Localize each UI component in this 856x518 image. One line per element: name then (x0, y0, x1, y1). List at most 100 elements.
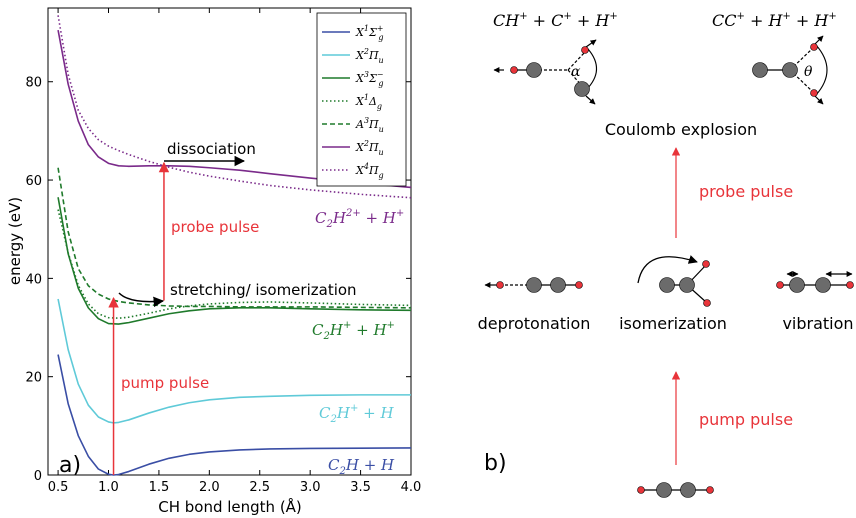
deprotonation-label: deprotonation (478, 314, 591, 333)
carbon-atom (752, 62, 768, 78)
y-tick-label: 20 (25, 371, 42, 386)
legend-label: X3Σ− g (355, 70, 384, 88)
series-line-6 (57, 15, 412, 199)
series-line-2 (57, 197, 412, 325)
fragment-arrow (585, 39, 597, 48)
molecule-channel-left: α (493, 39, 598, 105)
hydrogen-atom (575, 281, 583, 289)
label-c2h-h: C2H + H (328, 456, 395, 477)
y-tick-label: 80 (25, 76, 42, 91)
x-axis-title-main: CH bond length (Å) (158, 497, 302, 516)
carbon-atom (679, 277, 695, 293)
series-line-1 (57, 298, 411, 424)
molecule-channel-right: θ (752, 35, 828, 105)
hydrogen-atom (810, 89, 818, 97)
y-tick-label: 60 (25, 174, 42, 189)
legend-item: X4Πg (322, 162, 384, 180)
fragment-arrow (814, 95, 824, 105)
hydrogen-atom (637, 486, 645, 494)
panel-b-label: b) (484, 451, 507, 476)
stretching-arrow (118, 292, 165, 308)
hydrogen-atom (496, 281, 504, 289)
isomerization-label: isomerization (619, 314, 727, 333)
hydrogen-atom (703, 299, 711, 307)
legend-label: X1Δg (355, 93, 382, 111)
legend-item: X3Σ− g (322, 70, 384, 88)
hydrogen-atom (581, 46, 589, 54)
molecule-ground-state (637, 482, 714, 498)
x-tick-label: 3.0 (300, 480, 321, 495)
x-tick-label: 1.5 (149, 480, 170, 495)
series-line-4 (57, 167, 412, 309)
hydrogen-atom (776, 281, 784, 289)
x-tick-label: 2.5 (249, 480, 270, 495)
legend: X1Σ+ g X2Πu X3Σ− g X1Δg A3Πu (316, 12, 407, 187)
carbon-atom (659, 277, 675, 293)
y-tick-label: 0 (34, 469, 42, 484)
legend-box (316, 12, 407, 187)
carbon-atom (815, 277, 831, 293)
axis-ticks: 0.5 1.0 1.5 2.0 2.5 3.0 3.5 4.0 0 20 40 60 80 (25, 8, 421, 495)
panel-b-schematic: CH+ + C+ + H+ CC+ + H+ + H+ α (478, 11, 854, 498)
vibration-label: vibration (782, 314, 853, 333)
legend-item: X2Πu (322, 47, 384, 65)
x-tick-label: 2.0 (199, 480, 220, 495)
carbon-atom (656, 482, 672, 498)
label-c2hplus-h: C2H+ + H (319, 403, 394, 425)
series-layer (57, 15, 412, 476)
carbon-atom (574, 81, 590, 97)
x-axis-title: CH bond length (Å) (158, 497, 302, 516)
y-axis-title: energy (eV) (6, 197, 24, 285)
legend-item: A3Πu (322, 116, 384, 134)
fragment-arrow (585, 95, 596, 105)
series-line-3 (57, 209, 412, 319)
legend-label: A3Πu (355, 116, 384, 134)
annotation-stretching: stretching/ isomerization (170, 281, 357, 299)
series-line-5 (57, 29, 412, 189)
coulomb-explosion-label: Coulomb explosion (605, 120, 757, 139)
molecule-deprotonation (484, 277, 583, 293)
legend-item: X1Σ+ g (322, 24, 384, 42)
label-c2h2plus-hplus: C2H2+ + H+ (315, 208, 404, 230)
hydrogen-atom (706, 486, 714, 494)
carbon-atom (550, 277, 566, 293)
legend-label: X2Πu (355, 139, 384, 157)
annotation-probe-pulse: probe pulse (171, 218, 259, 236)
legend-item: X2Πu (322, 139, 384, 157)
annotation-dissociation: dissociation (167, 140, 256, 158)
hydrogen-atom (702, 260, 710, 268)
legend-items: X1Σ+ g X2Πu X3Σ− g X1Δg A3Πu (322, 24, 384, 180)
hydrogen-atom (846, 281, 854, 289)
hydrogen-atom (510, 66, 518, 74)
carbon-atom (789, 277, 805, 293)
x-tick-label: 0.5 (48, 480, 69, 495)
series-line-0 (57, 354, 412, 476)
carbon-atom (526, 62, 542, 78)
molecule-vibration (776, 271, 854, 293)
x-tick-label: 1.0 (98, 480, 119, 495)
plot-frame (47, 7, 412, 476)
carbon-atom (782, 62, 798, 78)
panel-a-label: a) (59, 453, 81, 478)
molecule-isomerization (637, 255, 711, 307)
annotation-pump-pulse: pump pulse (121, 374, 209, 392)
isomerization-arrow (637, 255, 698, 284)
fragment-arrow (814, 35, 824, 45)
legend-label: X2Πu (355, 47, 384, 65)
y-tick-label: 40 (25, 272, 42, 287)
panel-a-chart: 0.5 1.0 1.5 2.0 2.5 3.0 3.5 4.0 0 20 40 60 80 CH bon… (6, 7, 421, 516)
pump-pulse-label-b: pump pulse (699, 410, 793, 429)
x-tick-label: 3.5 (350, 480, 371, 495)
hydrogen-atom (810, 43, 818, 51)
carbon-atom (526, 277, 542, 293)
angle-theta-label: θ (804, 64, 813, 80)
x-tick-label: 4.0 (401, 480, 422, 495)
legend-label: X1Σ+ g (355, 24, 384, 42)
carbon-atom (680, 482, 696, 498)
probe-pulse-label-b: probe pulse (699, 182, 793, 201)
legend-item: X1Δg (322, 93, 382, 111)
label-c2hplus-hplus: C2H+ + H+ (312, 320, 395, 342)
angle-alpha-label: α (571, 64, 581, 80)
channel-left-label: CH+ + C+ + H+ (493, 11, 618, 30)
